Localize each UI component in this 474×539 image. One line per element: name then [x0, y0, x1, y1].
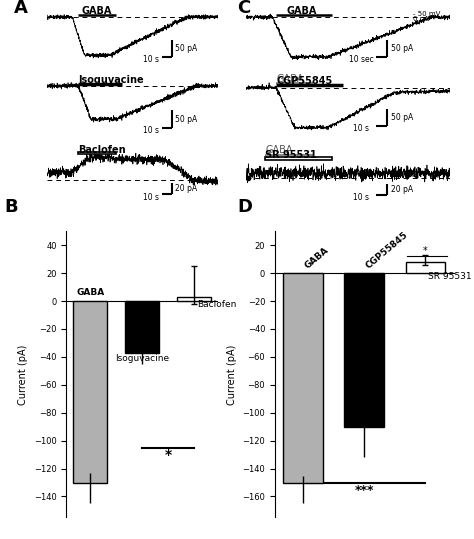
Text: 20 pA: 20 pA [391, 185, 413, 194]
Text: 10 s: 10 s [353, 124, 369, 133]
Text: *: * [164, 448, 172, 462]
Text: Isoguvacine: Isoguvacine [78, 74, 144, 85]
Text: A: A [14, 0, 28, 17]
Text: SR 95531: SR 95531 [265, 150, 317, 161]
Text: D: D [237, 198, 252, 216]
Text: 10 s: 10 s [353, 193, 369, 202]
Text: 0 pA: 0 pA [413, 16, 429, 22]
Text: GABA: GABA [287, 6, 317, 16]
Bar [73, 301, 107, 482]
Text: GABA: GABA [265, 145, 292, 155]
Text: GABA: GABA [276, 73, 304, 84]
Text: 50 pA: 50 pA [391, 113, 413, 122]
Text: GABA: GABA [76, 288, 104, 298]
Y-axis label: Current (pA): Current (pA) [18, 344, 28, 405]
Text: GABA: GABA [303, 246, 330, 271]
Text: Baclofen: Baclofen [197, 300, 236, 309]
Text: 50 pA: 50 pA [174, 115, 197, 123]
Text: 10 s: 10 s [143, 193, 159, 202]
Text: 50 pA: 50 pA [391, 44, 413, 53]
Bar [406, 262, 445, 273]
Text: *: * [423, 246, 428, 255]
Text: GABA: GABA [82, 6, 112, 16]
Text: 50 pA: 50 pA [174, 44, 197, 53]
Text: CGP55845: CGP55845 [276, 75, 332, 86]
Text: ***: *** [355, 483, 374, 497]
Text: CGP55845: CGP55845 [364, 231, 410, 271]
Y-axis label: Current (pA): Current (pA) [227, 344, 237, 405]
Text: SR 95531: SR 95531 [428, 272, 472, 281]
Text: Isoguvacine: Isoguvacine [115, 354, 169, 363]
Text: 20 pA: 20 pA [174, 184, 197, 194]
Text: Baclofen: Baclofen [78, 144, 126, 155]
Text: 10 s: 10 s [143, 126, 159, 135]
Bar [78, 152, 116, 154]
Text: B: B [5, 198, 18, 216]
Text: C: C [237, 0, 250, 17]
Bar [265, 157, 332, 160]
Bar [344, 273, 384, 427]
Bar [125, 301, 159, 353]
Bar [177, 297, 211, 301]
Text: - 50 mV: - 50 mV [413, 11, 441, 17]
Text: 10 sec: 10 sec [349, 55, 374, 64]
Bar [283, 273, 323, 482]
Text: 10 s: 10 s [143, 55, 159, 64]
